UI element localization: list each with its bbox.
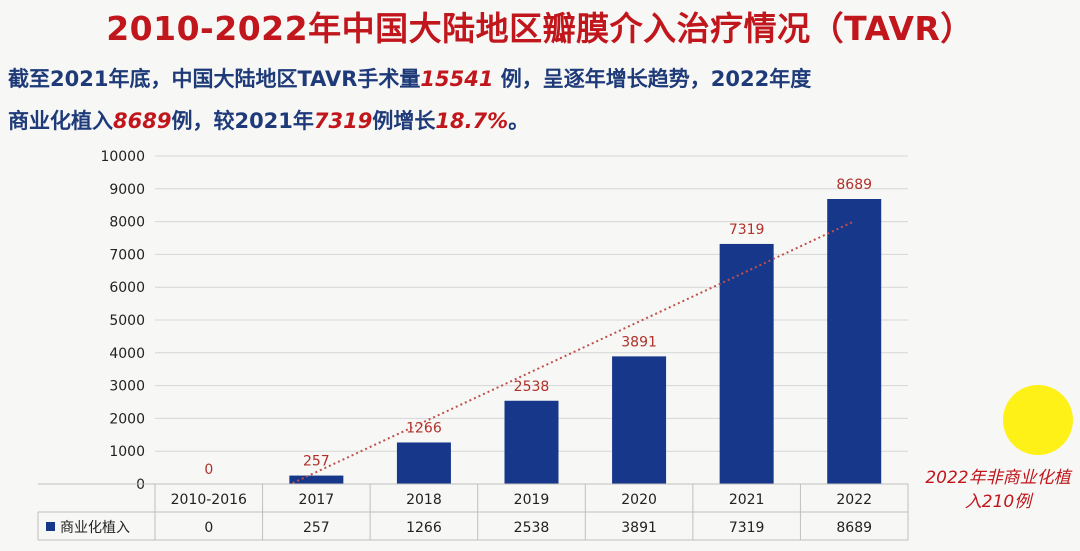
x-tick-label: 2020 bbox=[621, 492, 657, 508]
table-value: 0 bbox=[204, 520, 213, 536]
bar-chart: 0 1000 2000 3000 4000 5000 6000 7000 8000 9000 100… bbox=[37, 149, 909, 541]
summary-highlight: 18.7% bbox=[435, 109, 509, 133]
bar bbox=[396, 442, 451, 484]
x-tick-label: 2017 bbox=[299, 492, 335, 508]
footnote: 2022年非商业化植入210例 bbox=[925, 468, 1071, 512]
table-value: 7319 bbox=[729, 520, 765, 536]
summary-part: 例，呈逐年增长趋势，2022年度 bbox=[493, 67, 812, 91]
x-tick-label: 2019 bbox=[514, 492, 550, 508]
summary-part: 例增长 bbox=[372, 109, 436, 133]
data-label: 2538 bbox=[514, 379, 550, 395]
bar bbox=[719, 243, 774, 484]
x-tick-label: 2010-2016 bbox=[171, 492, 247, 508]
bar bbox=[289, 475, 344, 484]
x-tick-label: 2021 bbox=[729, 492, 765, 508]
y-tick-label: 5000 bbox=[109, 313, 145, 329]
legend-label: 商业化植入 bbox=[60, 520, 130, 536]
y-tick-label: 0 bbox=[136, 477, 145, 493]
data-label: 3891 bbox=[621, 334, 657, 350]
table-value: 2538 bbox=[514, 520, 550, 536]
y-tick-label: 3000 bbox=[109, 379, 145, 395]
y-tick-label: 8000 bbox=[109, 215, 145, 231]
y-tick-label: 9000 bbox=[109, 182, 145, 198]
y-tick-label: 4000 bbox=[109, 346, 145, 362]
data-label: 8689 bbox=[836, 177, 872, 193]
summary-text: 截至2021年底，中国大陆地区TAVR手术量15541 例，呈逐年增长趋势，20… bbox=[8, 58, 1068, 142]
bar bbox=[827, 199, 882, 484]
summary-highlight: 7319 bbox=[313, 109, 373, 133]
x-tick-label: 2018 bbox=[406, 492, 442, 508]
x-tick-label: 2022 bbox=[836, 492, 872, 508]
table-value: 8689 bbox=[836, 520, 872, 536]
trendline bbox=[292, 220, 855, 484]
bar bbox=[504, 400, 559, 484]
data-label: 257 bbox=[303, 454, 330, 470]
table-value: 257 bbox=[303, 520, 330, 536]
table-value: 3891 bbox=[621, 520, 657, 536]
data-label: 1266 bbox=[406, 420, 442, 436]
y-tick-label: 6000 bbox=[109, 280, 145, 296]
y-tick-label: 7000 bbox=[109, 247, 145, 263]
page-title: 2010-2022年中国大陆地区瓣膜介入治疗情况（TAVR） bbox=[106, 9, 974, 48]
y-tick-label: 2000 bbox=[109, 411, 145, 427]
summary-part: 。 bbox=[508, 109, 530, 133]
legend-swatch bbox=[46, 522, 55, 531]
summary-highlight: 15541 bbox=[420, 67, 494, 91]
bar bbox=[612, 356, 667, 484]
summary-part: 例，较2021年 bbox=[171, 109, 314, 133]
summary-part: 截至2021年底，中国大陆地区TAVR手术量 bbox=[8, 67, 421, 91]
y-tick-label: 1000 bbox=[109, 444, 145, 460]
summary-highlight: 8689 bbox=[113, 109, 172, 133]
data-label: 0 bbox=[204, 462, 213, 478]
table-value: 1266 bbox=[406, 520, 442, 536]
summary-part: 商业化植入 bbox=[8, 109, 113, 133]
y-tick-label: 10000 bbox=[100, 149, 145, 165]
data-label: 7319 bbox=[729, 222, 765, 238]
cursor-highlight bbox=[1003, 385, 1073, 455]
